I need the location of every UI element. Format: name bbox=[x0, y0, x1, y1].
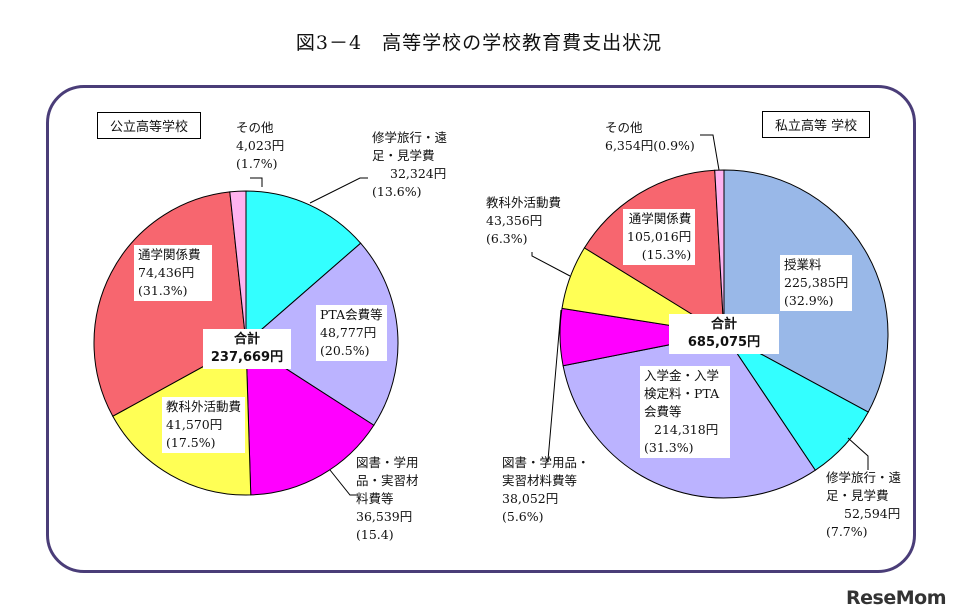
slice-label-books: 図書・学用品・実習材料費等 36,539円 (15.4) bbox=[352, 453, 432, 545]
page-title: 図3－4 高等学校の学校教育費支出状況 bbox=[295, 32, 663, 54]
slice-label-admission-pta: 入学金・入学検定料・PTA会費等 214,318円 (31.3%) bbox=[640, 366, 730, 458]
label-pct: (20.5%) bbox=[320, 343, 370, 358]
leader-lines bbox=[250, 134, 869, 496]
public-total: 合計 237,669円 bbox=[203, 329, 291, 369]
slice-label-tuition: 授業料 225,385円 (32.9%) bbox=[780, 255, 853, 311]
label-pct: (7.7%) bbox=[826, 524, 868, 539]
label-amount: 214,318円 bbox=[654, 422, 719, 437]
label-pct: (6.3%) bbox=[486, 231, 528, 246]
label-name: 修学旅行・遠足・見学費 bbox=[372, 130, 448, 163]
slice-label-other: その他 6,354円(0.9%) bbox=[601, 118, 699, 156]
label-pct: (32.9%) bbox=[784, 293, 834, 308]
leader-line bbox=[531, 252, 571, 277]
leader-line bbox=[700, 134, 720, 171]
label-amount: 74,436円 bbox=[138, 265, 195, 280]
chart-frame bbox=[46, 85, 916, 573]
label-name: 図書・学用品・実習材料費等 bbox=[502, 455, 590, 488]
pie-slice bbox=[229, 190, 247, 344]
total-value: 237,669円 bbox=[210, 350, 284, 365]
label-amount: 43,356円 bbox=[486, 213, 543, 228]
label-amount: 105,016円 bbox=[627, 229, 692, 244]
label-pct: (15.3%) bbox=[641, 247, 692, 262]
slice-label-trip: 修学旅行・遠足・見学費 32,324円 (13.6%) bbox=[368, 128, 456, 202]
label-amount: 225,385円 bbox=[784, 275, 849, 290]
slice-label-extracurricular: 教科外活動費 43,356円 (6.3%) bbox=[482, 193, 565, 249]
label-name: 教科外活動費 bbox=[486, 195, 562, 210]
label-amount: 6,354円 bbox=[605, 138, 654, 153]
label-pct: (1.7%) bbox=[236, 156, 278, 171]
pie-slice bbox=[245, 190, 362, 345]
total-label: 合計 bbox=[233, 332, 260, 347]
label-amount: 38,052円 bbox=[502, 491, 559, 506]
label-name: 修学旅行・遠足・見学費 bbox=[826, 470, 902, 503]
leader-line bbox=[250, 177, 263, 187]
label-name: 教科外活動費 bbox=[166, 399, 242, 414]
total-value: 685,075円 bbox=[687, 335, 761, 350]
leader-line bbox=[329, 469, 357, 496]
slice-label-commute: 通学関係費 105,016円 (15.3%) bbox=[623, 209, 696, 265]
label-pct: (5.6%) bbox=[502, 509, 544, 524]
label-amount: 52,594円 bbox=[844, 506, 901, 521]
resemom-logo: ReseMom bbox=[846, 587, 946, 609]
leader-line bbox=[546, 309, 562, 461]
label-name: 通学関係費 bbox=[628, 211, 692, 226]
slice-label-extracurricular: 教科外活動費 41,570円 (17.5%) bbox=[162, 397, 245, 453]
label-amount: 32,324円 bbox=[390, 166, 447, 181]
label-pct: (0.9%) bbox=[653, 138, 695, 153]
pie-slice bbox=[714, 169, 725, 335]
label-pct: (31.3%) bbox=[644, 440, 694, 455]
label-amount: 4,023円 bbox=[236, 138, 285, 153]
label-pct: (17.5%) bbox=[166, 435, 216, 450]
label-pct: (13.6%) bbox=[372, 184, 422, 199]
label-name: 通学関係費 bbox=[138, 247, 201, 262]
leader-line bbox=[309, 177, 368, 204]
private-total: 合計 685,075円 bbox=[669, 314, 779, 354]
label-name: 授業料 bbox=[784, 257, 822, 272]
pie-slice bbox=[245, 342, 375, 496]
label-pct: (31.3%) bbox=[138, 283, 188, 298]
label-name: PTA会費等 bbox=[320, 307, 383, 322]
label-amount: 48,777円 bbox=[320, 325, 377, 340]
label-amount: 41,570円 bbox=[166, 417, 223, 432]
label-name: 入学金・入学検定料・PTA会費等 bbox=[644, 368, 720, 419]
slice-label-other: その他 4,023円 (1.7%) bbox=[232, 118, 288, 174]
slice-label-books: 図書・学用品・実習材料費等 38,052円 (5.6%) bbox=[498, 453, 602, 527]
public-pie-title: 公立高等学校 bbox=[97, 112, 202, 139]
leader-line bbox=[847, 437, 869, 470]
private-pie-title: 私立高等 学校 bbox=[762, 111, 871, 138]
label-name: その他 bbox=[236, 120, 274, 135]
label-pct: (15.4) bbox=[356, 527, 394, 542]
slice-label-commute: 通学関係費 74,436円 (31.3%) bbox=[134, 245, 212, 301]
slice-label-pta: PTA会費等 48,777円 (20.5%) bbox=[316, 305, 387, 361]
label-amount: 36,539円 bbox=[356, 509, 413, 524]
label-name: その他 bbox=[605, 120, 643, 135]
label-name: 図書・学用品・実習材料費等 bbox=[356, 455, 419, 506]
total-label: 合計 bbox=[710, 317, 737, 332]
slice-label-trip: 修学旅行・遠足・見学費 52,594円 (7.7%) bbox=[822, 468, 920, 542]
